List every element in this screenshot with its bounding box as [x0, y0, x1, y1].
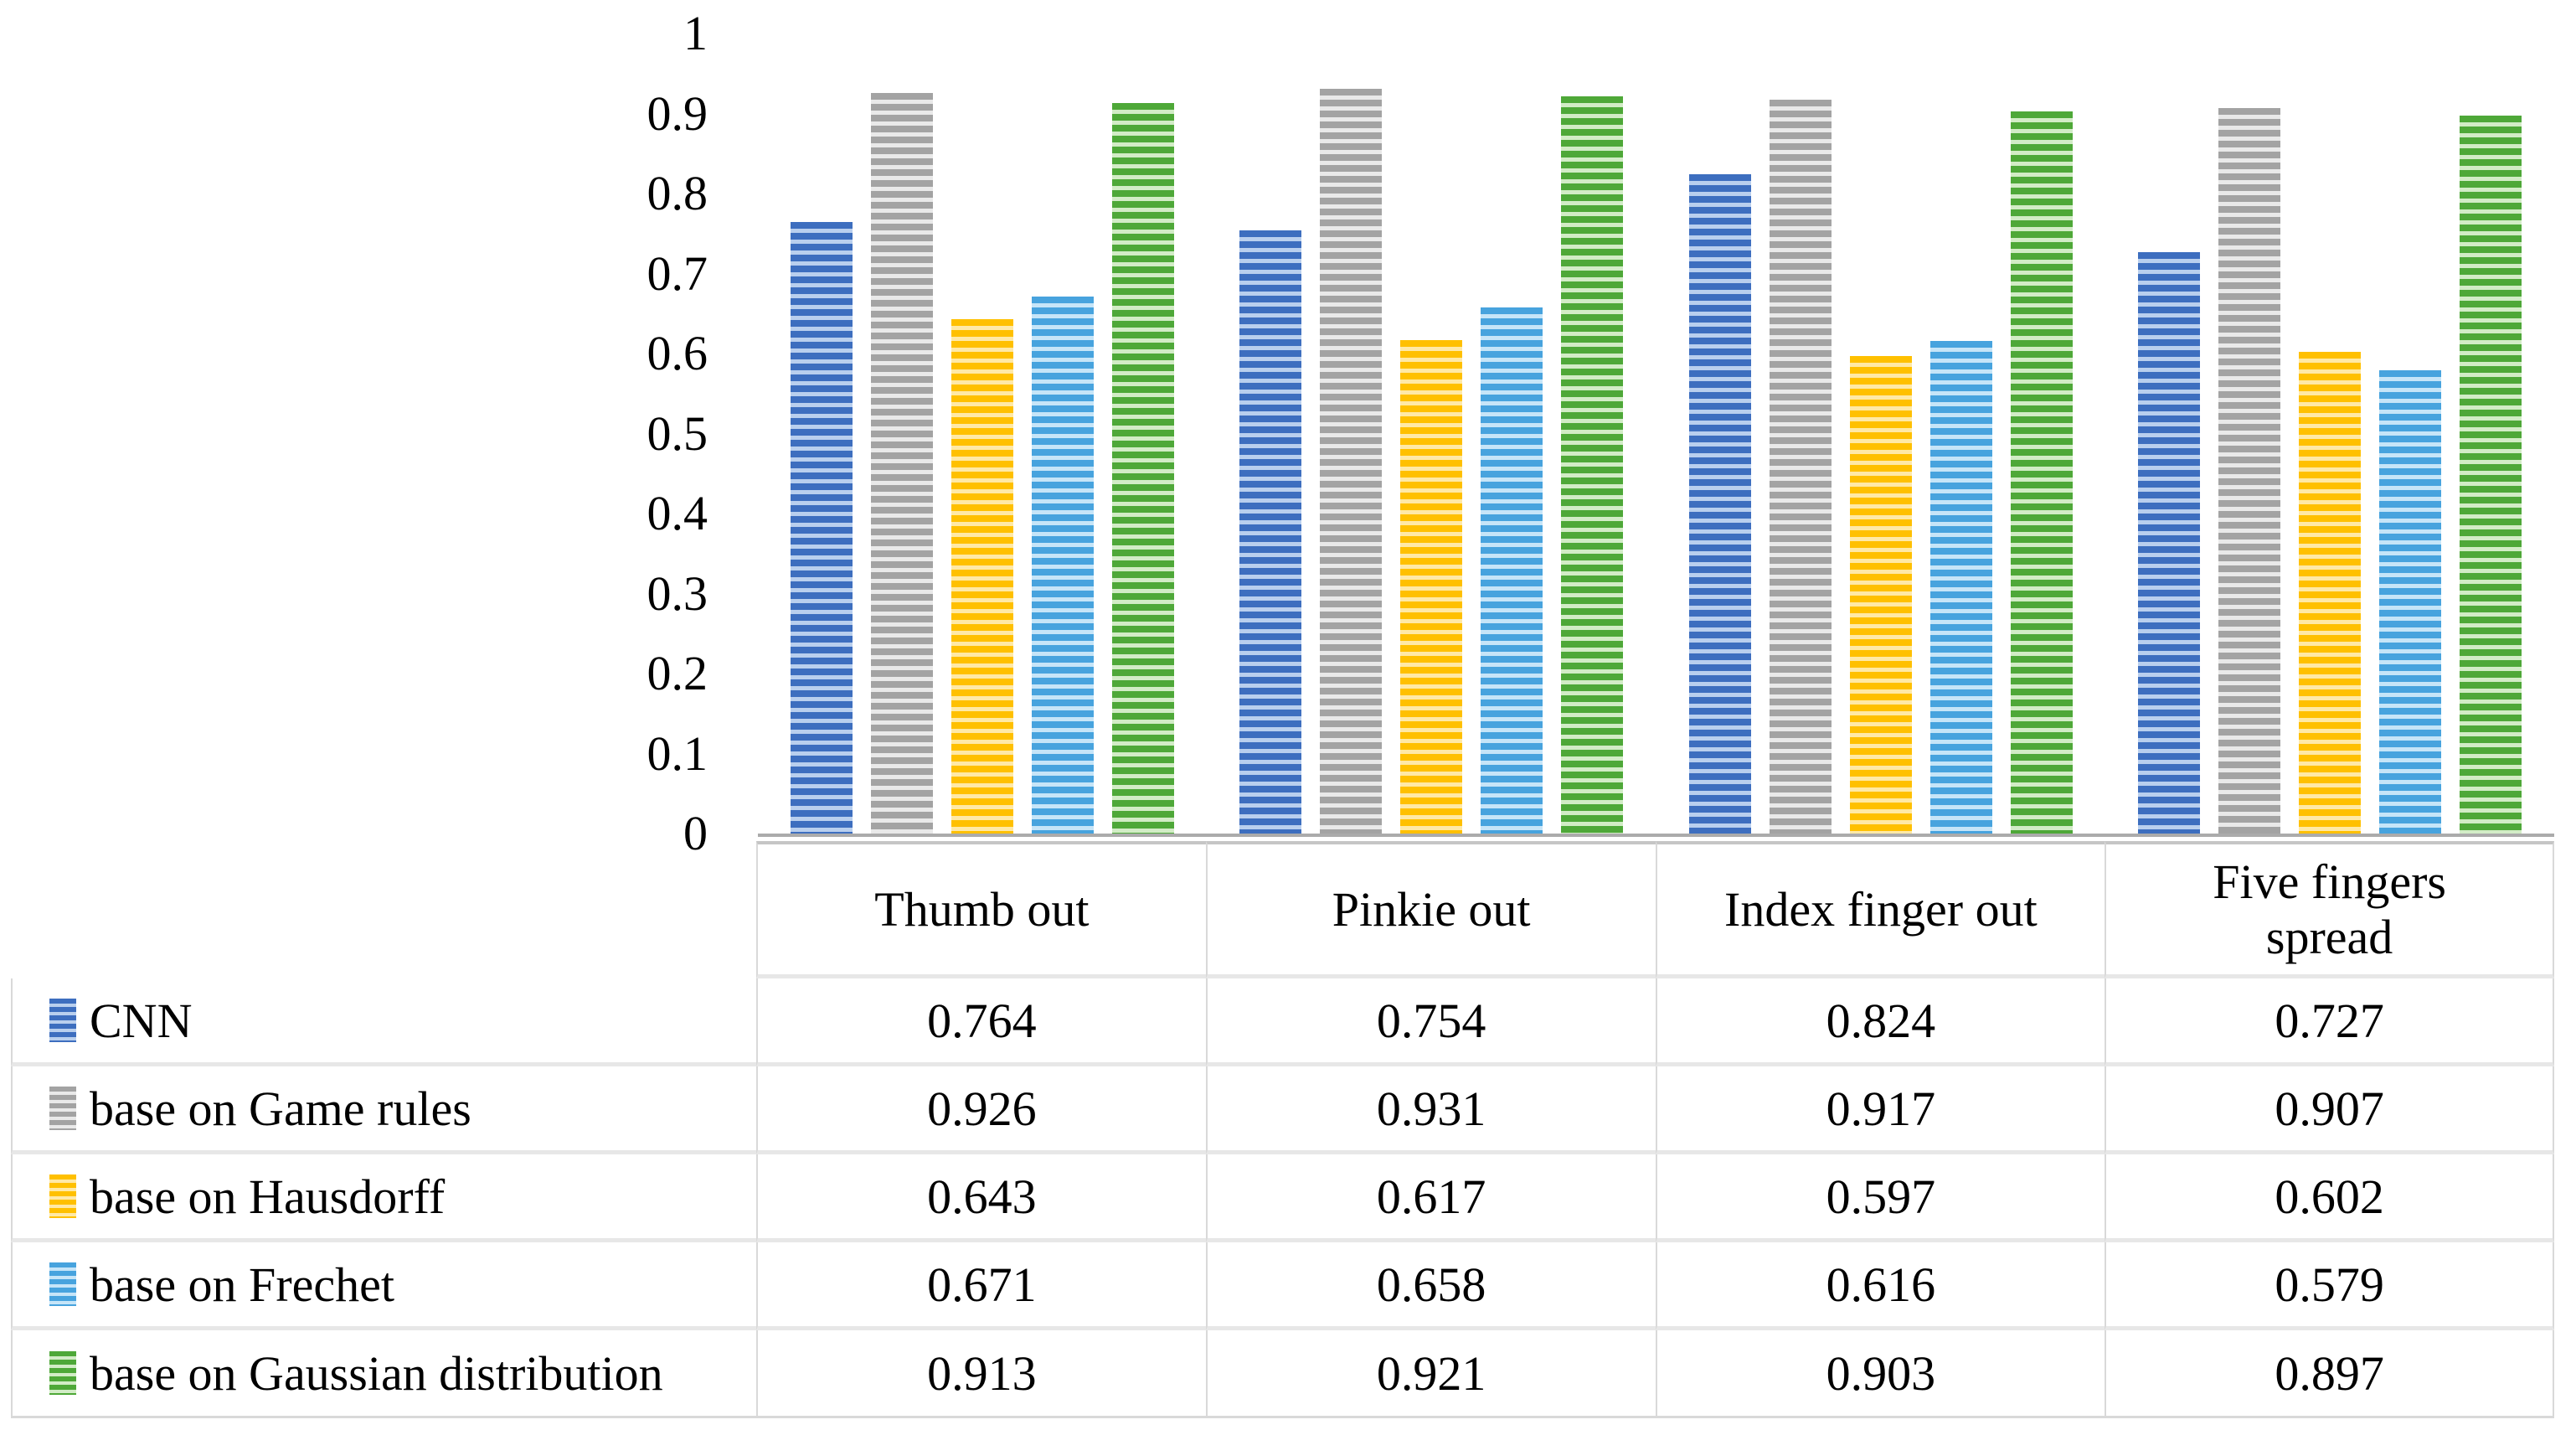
bar	[951, 318, 1014, 834]
bar-group-five-fingers-spread	[2105, 34, 2554, 834]
series-label-cell: base on Gaussian distribution	[11, 1330, 756, 1418]
value-cell: 0.643	[756, 1154, 1206, 1242]
value-cell: 0.727	[2105, 978, 2554, 1066]
value-cell: 0.824	[1655, 978, 2105, 1066]
table-corner-cell	[11, 841, 756, 978]
column-header: Pinkie out	[1205, 841, 1656, 978]
bar	[2010, 111, 2073, 834]
series-name: base on Frechet	[90, 1257, 394, 1312]
value-cell: 0.579	[2105, 1242, 2554, 1330]
bar	[1320, 88, 1383, 834]
value-cell: 0.897	[2105, 1330, 2554, 1418]
bar	[2459, 116, 2522, 834]
y-tick-label: 0.8	[647, 166, 708, 220]
value-cell: 0.597	[1655, 1154, 2105, 1242]
bar	[1688, 174, 1751, 834]
legend-swatch-icon	[49, 1087, 76, 1130]
y-tick-label: 0.3	[647, 565, 708, 621]
y-tick-label: 0.4	[647, 486, 708, 540]
value-cell: 0.602	[2105, 1154, 2554, 1242]
value-cell: 0.907	[2105, 1066, 2554, 1154]
value-cell: 0.931	[1205, 1066, 1656, 1154]
bar	[1481, 307, 1543, 834]
series-label-cell: base on Hausdorff	[11, 1154, 756, 1242]
bar	[1400, 339, 1463, 834]
series-name: base on Gaussian distribution	[90, 1345, 663, 1401]
bar-group-pinkie-out	[1207, 34, 1656, 834]
data-table: Thumb out Pinkie out Index finger out Fi…	[11, 841, 2554, 1418]
y-tick-label: 0.1	[647, 725, 708, 781]
value-cell: 0.921	[1205, 1330, 1656, 1418]
bar	[791, 222, 853, 834]
value-cell: 0.671	[756, 1242, 1206, 1330]
bar	[2137, 251, 2200, 834]
plot-area	[758, 34, 2554, 837]
bar	[1929, 340, 1992, 834]
y-tick-label: 0.7	[647, 245, 708, 301]
series-label-cell: base on Frechet	[11, 1242, 756, 1330]
series-name: base on Hausdorff	[90, 1169, 446, 1224]
legend-swatch-icon	[49, 1351, 76, 1395]
bar	[2218, 107, 2280, 834]
bar	[1032, 297, 1095, 834]
value-cell: 0.917	[1655, 1066, 2105, 1154]
series-name: CNN	[90, 993, 193, 1048]
y-tick-label: 1	[683, 6, 708, 60]
series-name: base on Game rules	[90, 1081, 471, 1136]
legend-swatch-icon	[49, 999, 76, 1042]
bar	[1112, 103, 1175, 834]
value-cell: 0.617	[1205, 1154, 1656, 1242]
value-cell: 0.764	[756, 978, 1206, 1066]
y-tick-label: 0.2	[647, 646, 708, 700]
y-tick-label: 0.6	[647, 326, 708, 380]
y-tick-label: 0.9	[647, 85, 708, 141]
column-header: Thumb out	[756, 841, 1206, 978]
bar	[2378, 370, 2441, 834]
series-label-cell: CNN	[11, 978, 756, 1066]
y-tick-label: 0.5	[647, 405, 708, 461]
y-tick-label: 0	[683, 806, 708, 860]
bar	[2298, 352, 2361, 834]
series-label-cell: base on Game rules	[11, 1066, 756, 1154]
value-cell: 0.754	[1205, 978, 1656, 1066]
bar	[871, 92, 934, 834]
y-axis: 1 0.9 0.8 0.7 0.6 0.5 0.4 0.3 0.2 0.1 0	[419, 6, 708, 860]
column-header: Five fingers spread	[2105, 841, 2554, 978]
bar	[1769, 100, 1832, 834]
bar	[1561, 96, 1624, 834]
bar-group-index-finger-out	[1656, 34, 2105, 834]
legend-swatch-icon	[49, 1262, 76, 1306]
value-cell: 0.658	[1205, 1242, 1656, 1330]
value-cell: 0.903	[1655, 1330, 2105, 1418]
column-header: Index finger out	[1655, 841, 2105, 978]
legend-swatch-icon	[49, 1174, 76, 1218]
value-cell: 0.616	[1655, 1242, 2105, 1330]
bar	[1239, 230, 1302, 834]
bar-group-thumb-out	[758, 34, 1207, 834]
bar	[1849, 355, 1912, 834]
value-cell: 0.926	[756, 1066, 1206, 1154]
value-cell: 0.913	[756, 1330, 1206, 1418]
